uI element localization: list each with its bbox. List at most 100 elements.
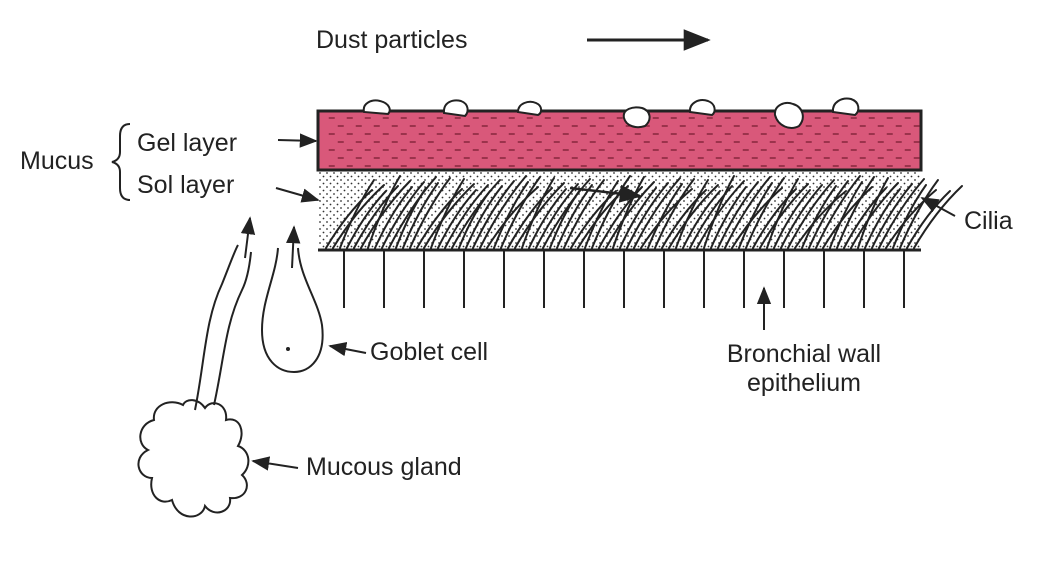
- dust-particle: [688, 99, 716, 117]
- cilium: [472, 180, 515, 249]
- cilium: [633, 177, 681, 249]
- cilium: [871, 183, 913, 249]
- cilium: [892, 184, 927, 249]
- cilium: [787, 179, 835, 249]
- epithelium-cells: [343, 250, 905, 308]
- cilium: [829, 181, 863, 249]
- goblet-secretion-arrow: [286, 225, 301, 269]
- dust-particle: [442, 99, 469, 118]
- gel-layer: [316, 109, 923, 172]
- flow-arrow: [569, 184, 643, 203]
- cilium: [409, 177, 451, 249]
- goblet-nucleus: [286, 347, 290, 351]
- cilium: [668, 184, 719, 249]
- cilium: [605, 181, 655, 249]
- cilium: [430, 178, 465, 249]
- cilium: [591, 175, 631, 249]
- cilium: [864, 188, 901, 249]
- cilium: [675, 179, 709, 249]
- cilium: [423, 183, 475, 249]
- cilium: [528, 188, 567, 249]
- cilium: [374, 186, 413, 249]
- cilium: [493, 181, 529, 249]
- goblet-pointer-arrow: [328, 342, 367, 357]
- cilium: [710, 186, 747, 249]
- cilium: [353, 185, 399, 249]
- cilium: [878, 178, 925, 249]
- cilium: [332, 184, 385, 249]
- cilium: [346, 190, 387, 249]
- cilium: [584, 180, 619, 249]
- cilium: [717, 181, 759, 249]
- cilium: [388, 176, 437, 249]
- cilium: [647, 183, 683, 249]
- gel-layer-label: Gel layer: [137, 129, 238, 157]
- cilium: [913, 185, 963, 249]
- gel-pointer-arrow: [277, 133, 318, 148]
- cilium: [542, 178, 591, 249]
- cilium: [801, 185, 837, 249]
- cilium: [626, 182, 669, 249]
- cilium: [696, 180, 745, 249]
- cilium: [808, 180, 849, 249]
- cilium: [822, 186, 873, 249]
- cilium: [836, 176, 875, 249]
- cilium: [815, 175, 861, 249]
- cilium: [465, 185, 503, 249]
- mucous-gland: [137, 399, 250, 518]
- mucous-gland-label: Mucous gland: [306, 453, 462, 481]
- cilium: [612, 176, 645, 249]
- cilium: [731, 187, 783, 249]
- cilium: [486, 186, 539, 249]
- cilium: [654, 178, 695, 249]
- cilium: [563, 179, 605, 249]
- dust-particle: [773, 102, 804, 129]
- goblet-cell: [260, 247, 324, 374]
- dust-particles-label: Dust particles: [316, 26, 468, 54]
- cilium: [479, 175, 527, 249]
- cilium: [906, 190, 951, 249]
- cilium: [339, 179, 375, 249]
- cilium: [549, 189, 581, 249]
- cilium: [738, 182, 773, 249]
- cilium: [752, 188, 797, 249]
- cilia: [325, 175, 963, 249]
- dust-particle: [362, 99, 391, 116]
- cilium: [402, 182, 439, 249]
- dust-particle: [622, 106, 651, 129]
- cilium: [325, 189, 373, 249]
- dust-particle: [831, 97, 860, 117]
- cilium: [661, 189, 707, 249]
- cilium: [682, 190, 721, 249]
- cilium: [689, 185, 733, 249]
- cilium: [507, 187, 553, 249]
- cilium: [444, 184, 489, 249]
- sol-layer-label: Sol layer: [137, 171, 235, 199]
- gland-duct: [194, 244, 252, 411]
- cilium: [724, 176, 771, 249]
- cilium: [437, 189, 477, 249]
- cilium: [843, 187, 887, 249]
- cilium: [381, 181, 425, 249]
- mucus-brace: [111, 123, 131, 201]
- cilium: [850, 182, 899, 249]
- bronchial-wall-label-line1: Bronchial wall: [726, 340, 882, 368]
- cilium: [367, 175, 401, 249]
- cilium: [451, 179, 501, 249]
- cilia-label: Cilia: [964, 207, 1013, 235]
- gland-pointer-arrow: [251, 456, 299, 471]
- cilium: [780, 184, 823, 249]
- cilium: [794, 190, 847, 249]
- cilia-pointer-arrow: [920, 197, 956, 217]
- sol-pointer-arrow: [275, 187, 320, 203]
- cilium: [899, 179, 939, 249]
- cilium: [759, 183, 809, 249]
- cilium: [857, 177, 889, 249]
- bronchial-wall-label-line2: epithelium: [747, 368, 861, 397]
- cilium: [458, 190, 491, 249]
- cilium: [514, 182, 565, 249]
- cilium: [703, 175, 735, 249]
- cilium: [570, 190, 617, 249]
